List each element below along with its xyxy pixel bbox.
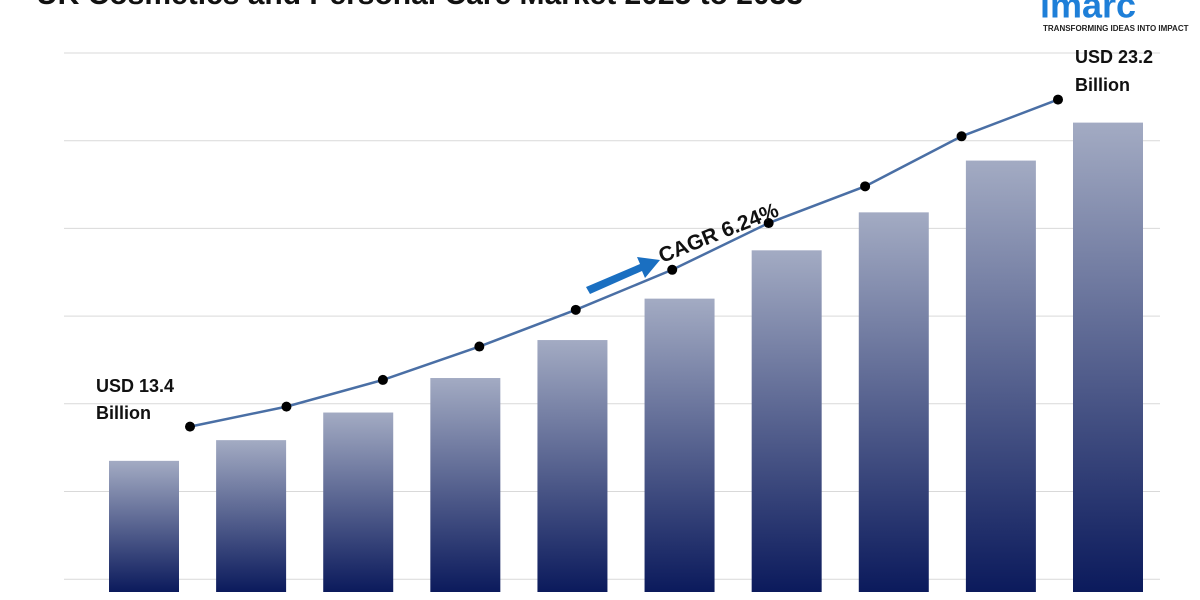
trend-point [763, 218, 774, 229]
trend-point [474, 341, 485, 352]
logo-name: imarc [1040, 0, 1136, 26]
bar [430, 378, 501, 592]
cagr-arrow [586, 257, 660, 294]
bar [858, 212, 929, 592]
chart-title: UK Cosmetics and Personal Care Market 20… [36, 0, 803, 11]
bar [537, 340, 608, 592]
bar [644, 298, 715, 592]
trend-point [956, 131, 967, 142]
trend-point [667, 264, 678, 275]
line-layer [185, 94, 1063, 432]
trend-point [281, 401, 292, 412]
logo-tagline: TRANSFORMING IDEAS INTO IMPACT [1043, 24, 1189, 33]
trend-point [570, 304, 581, 315]
end-label: Billion [1075, 75, 1130, 95]
bar [751, 250, 822, 592]
trend-point [860, 181, 871, 192]
trend-point [185, 421, 195, 432]
bar [323, 412, 394, 592]
start-label: USD 13.4 [96, 376, 174, 396]
end-label: USD 23.2 [1075, 47, 1153, 67]
bar [965, 160, 1036, 592]
trend-point [1053, 94, 1063, 105]
bars [109, 122, 1143, 592]
bar [1073, 122, 1143, 592]
trend-point [377, 374, 388, 385]
bar [216, 440, 287, 592]
trend-line [189, 98, 1059, 428]
bar [109, 460, 179, 592]
start-label: Billion [96, 403, 151, 423]
